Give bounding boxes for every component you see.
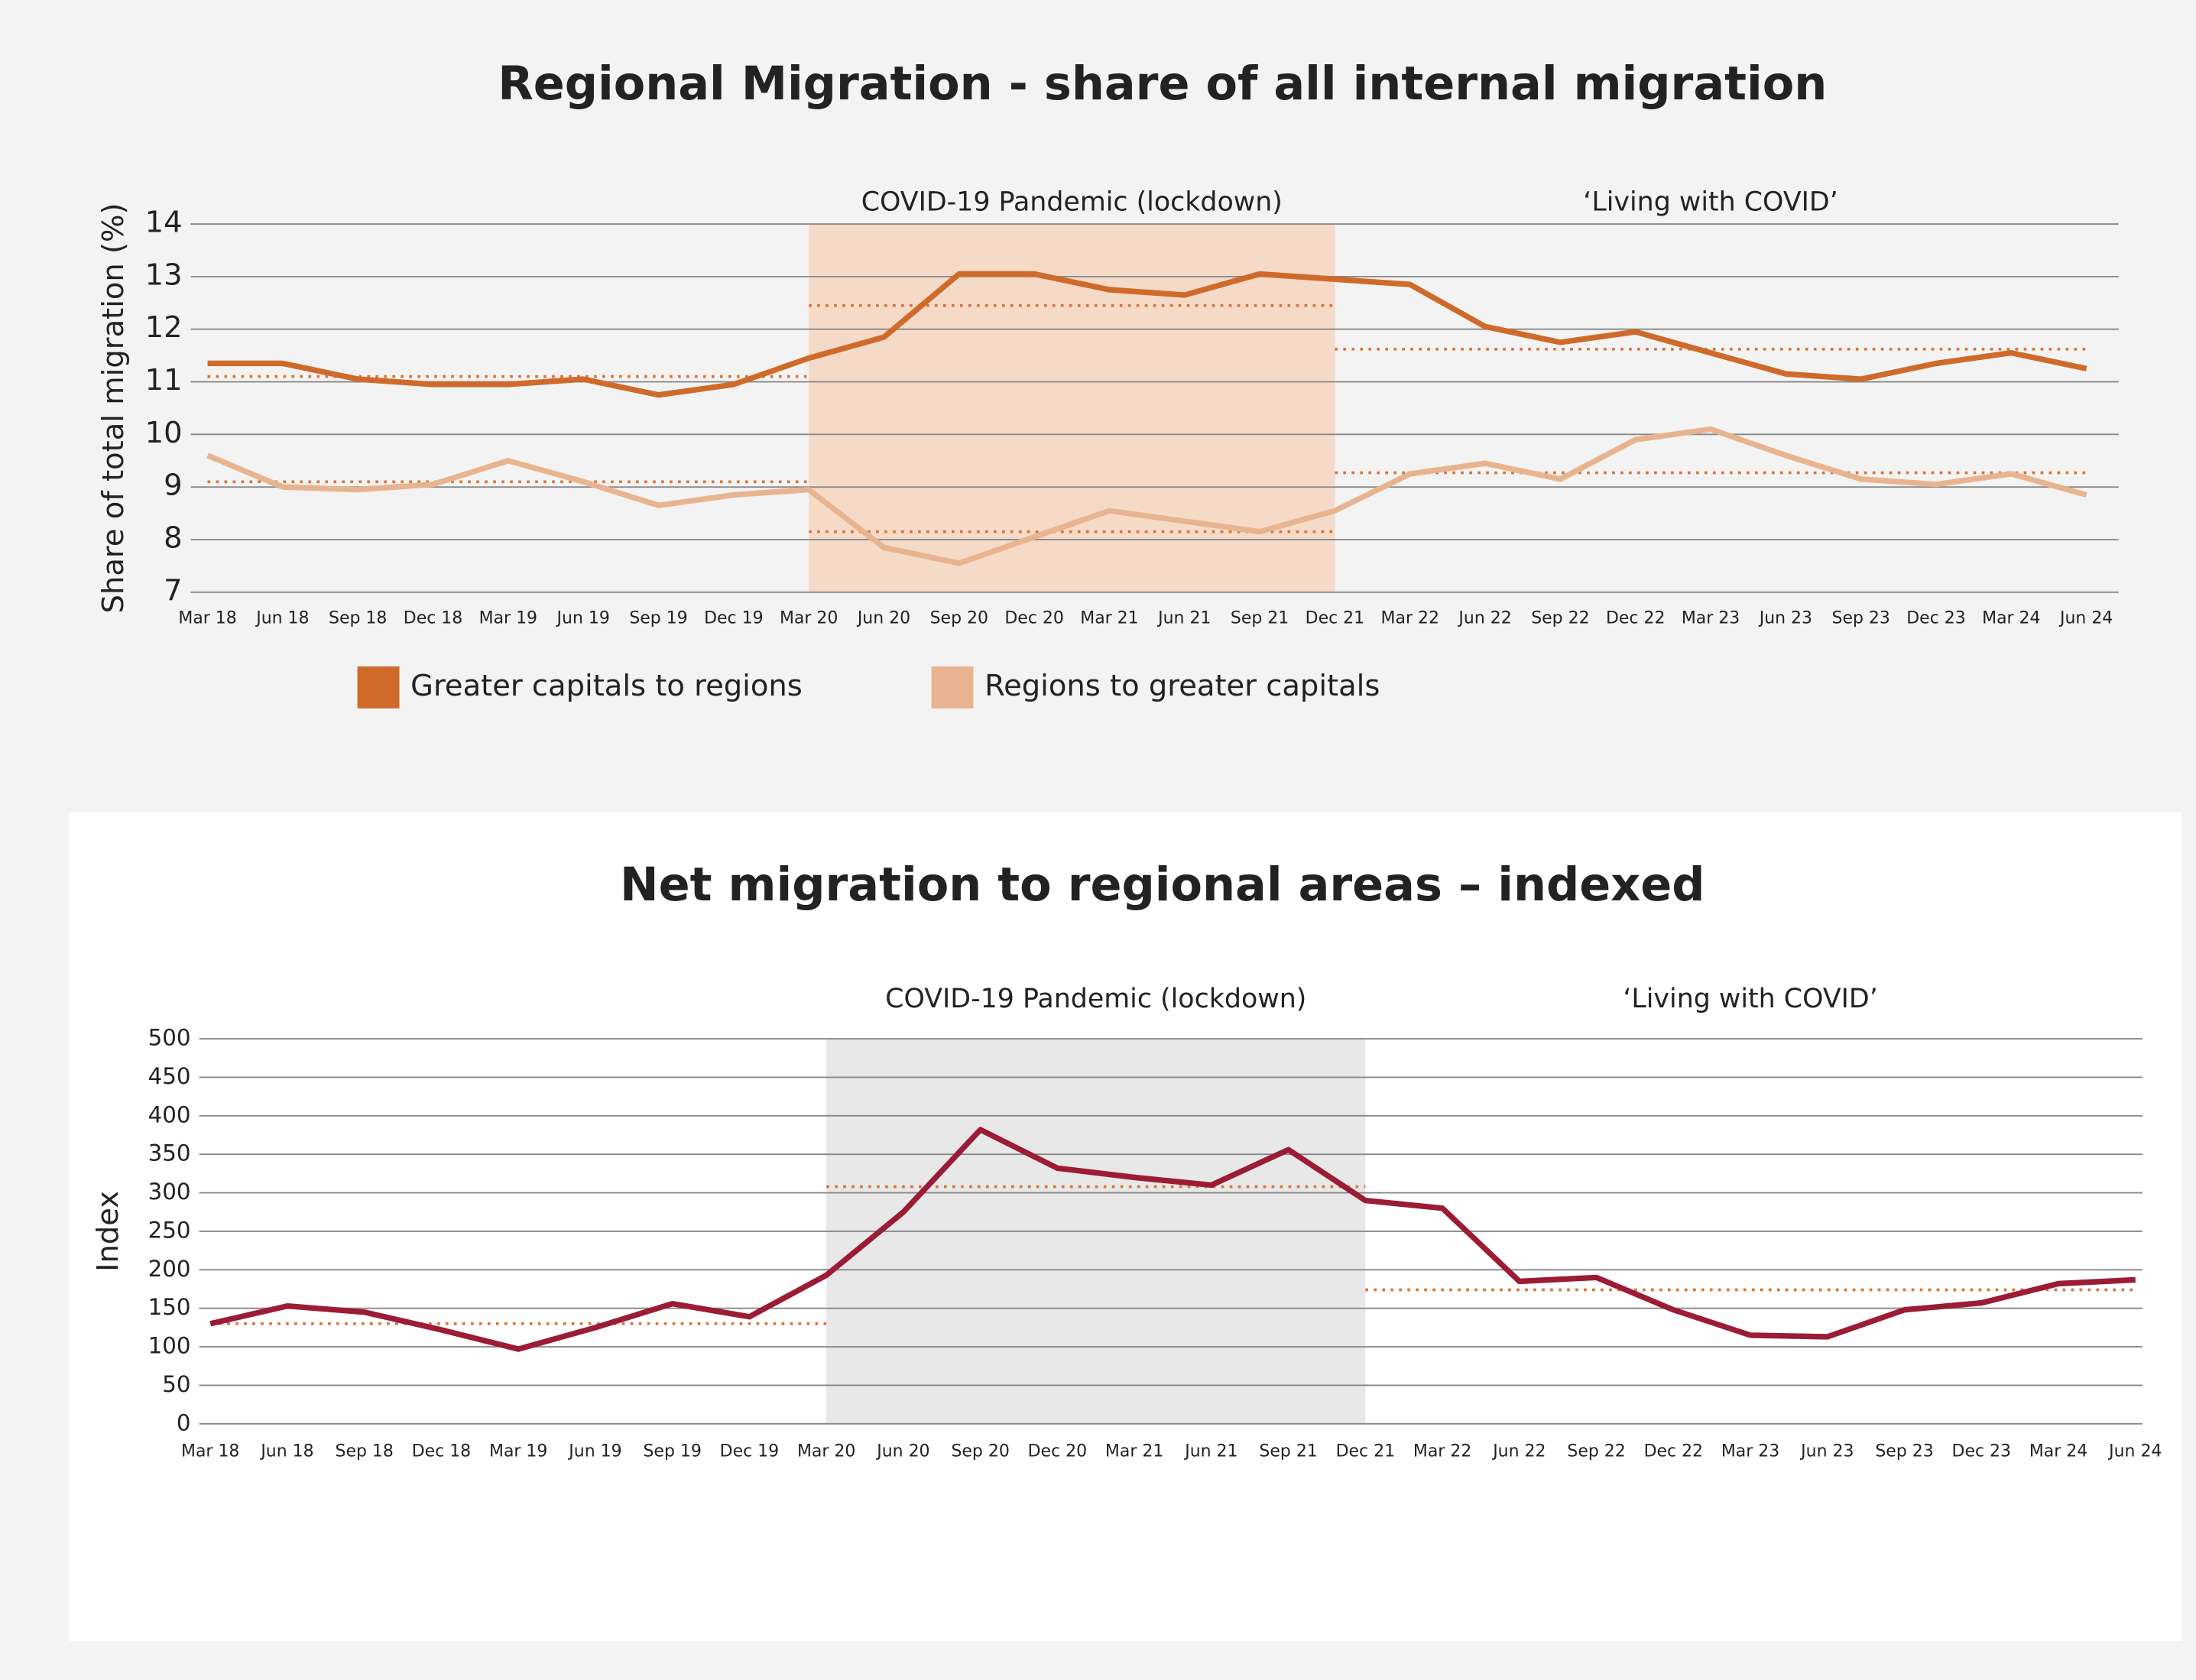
series-line <box>207 271 2087 398</box>
y-tick-label: 7 <box>164 573 182 608</box>
y-tick-label: 0 <box>177 1409 191 1435</box>
x-tick-label: Jun 21 <box>1183 1442 1237 1461</box>
x-tick-label: Mar 24 <box>1982 609 2040 628</box>
y-axis-label: Index <box>91 1191 125 1272</box>
y-tick-label: 100 <box>148 1333 191 1359</box>
period-label: ‘Living with COVID’ <box>1623 984 1877 1014</box>
x-tick-label: Dec 22 <box>1644 1442 1703 1461</box>
x-tick-label: Sep 19 <box>644 1442 702 1461</box>
x-tick-label: Mar 22 <box>1381 609 1439 628</box>
series-line <box>206 426 2087 566</box>
x-tick-label: Mar 21 <box>1105 1442 1163 1461</box>
period-label: ‘Living with COVID’ <box>1583 187 1838 218</box>
x-tick-label: Dec 19 <box>704 609 763 628</box>
legend-label: Greater capitals to regions <box>410 669 803 703</box>
x-tick-label: Jun 18 <box>255 609 309 628</box>
x-tick-label: Mar 18 <box>181 1442 239 1461</box>
x-tick-label: Dec 21 <box>1336 1442 1395 1461</box>
x-tick-label: Mar 23 <box>1682 609 1740 628</box>
x-tick-label: Sep 18 <box>336 1442 394 1461</box>
x-tick-label: Sep 21 <box>1259 1442 1317 1461</box>
y-axis-label: Share of total migration (%) <box>96 203 131 613</box>
chart-title: Net migration to regional areas – indexe… <box>620 858 1705 912</box>
x-tick-label: Dec 21 <box>1306 609 1364 628</box>
x-tick-label: Mar 19 <box>479 609 537 628</box>
y-tick-label: 8 <box>164 521 182 555</box>
y-tick-label: 250 <box>148 1217 191 1243</box>
x-tick-label: Jun 20 <box>875 1442 929 1461</box>
x-tick-label: Dec 23 <box>1906 609 1965 628</box>
y-tick-label: 13 <box>145 258 183 292</box>
y-tick-label: 50 <box>162 1371 190 1397</box>
x-tick-label: Sep 23 <box>1875 1442 1933 1461</box>
x-tick-label: Jun 19 <box>556 609 610 628</box>
y-tick-label: 200 <box>148 1256 191 1282</box>
x-tick-label: Sep 21 <box>1231 609 1289 628</box>
chart-title: Regional Migration - share of all intern… <box>498 57 1827 111</box>
x-tick-label: Jun 24 <box>2058 609 2113 628</box>
x-tick-label: Jun 23 <box>1799 1442 1854 1461</box>
x-tick-label: Mar 20 <box>780 609 838 628</box>
x-tick-label: Jun 22 <box>1491 1442 1546 1461</box>
x-tick-label: Jun 23 <box>1758 609 1812 628</box>
y-tick-label: 300 <box>148 1179 191 1205</box>
x-tick-label: Mar 21 <box>1080 609 1138 628</box>
x-tick-label: Dec 20 <box>1028 1442 1087 1461</box>
x-tick-label: Mar 19 <box>489 1442 547 1461</box>
series-line <box>209 1127 2136 1352</box>
x-tick-label: Dec 20 <box>1004 609 1063 628</box>
x-tick-label: Jun 24 <box>2107 1442 2162 1461</box>
x-tick-label: Dec 18 <box>404 609 462 628</box>
y-tick-label: 10 <box>145 416 183 450</box>
legend-swatch <box>357 666 400 709</box>
x-tick-label: Sep 23 <box>1832 609 1890 628</box>
x-tick-label: Jun 18 <box>259 1442 313 1461</box>
x-tick-label: Jun 19 <box>567 1442 621 1461</box>
x-tick-label: Sep 19 <box>629 609 687 628</box>
y-tick-label: 350 <box>148 1140 191 1166</box>
x-tick-label: Jun 20 <box>856 609 910 628</box>
y-tick-label: 400 <box>148 1101 191 1127</box>
x-tick-label: Mar 24 <box>2029 1442 2087 1461</box>
x-tick-label: Dec 23 <box>1952 1442 2011 1461</box>
y-tick-label: 12 <box>145 310 183 345</box>
x-tick-label: Sep 22 <box>1531 609 1589 628</box>
x-tick-label: Sep 22 <box>1567 1442 1625 1461</box>
y-tick-label: 11 <box>145 363 183 397</box>
x-tick-label: Mar 23 <box>1721 1442 1779 1461</box>
period-label: COVID-19 Pandemic (lockdown) <box>861 187 1283 218</box>
y-tick-label: 450 <box>148 1063 191 1089</box>
x-tick-label: Sep 18 <box>329 609 387 628</box>
x-tick-label: Dec 22 <box>1606 609 1665 628</box>
period-label: COVID-19 Pandemic (lockdown) <box>885 984 1306 1014</box>
x-tick-label: Sep 20 <box>951 1442 1009 1461</box>
x-tick-label: Mar 22 <box>1413 1442 1471 1461</box>
y-tick-label: 150 <box>148 1294 191 1320</box>
x-tick-label: Jun 22 <box>1457 609 1511 628</box>
legend-label: Regions to greater capitals <box>984 669 1380 703</box>
y-tick-label: 500 <box>148 1025 191 1051</box>
x-tick-label: Mar 18 <box>178 609 236 628</box>
x-tick-label: Mar 20 <box>797 1442 855 1461</box>
x-tick-label: Sep 20 <box>930 609 988 628</box>
x-tick-label: Dec 18 <box>412 1442 471 1461</box>
x-tick-label: Dec 19 <box>720 1442 779 1461</box>
x-tick-label: Jun 21 <box>1156 609 1211 628</box>
y-tick-label: 14 <box>145 206 183 240</box>
legend-swatch <box>931 666 974 709</box>
y-tick-label: 9 <box>164 469 182 503</box>
